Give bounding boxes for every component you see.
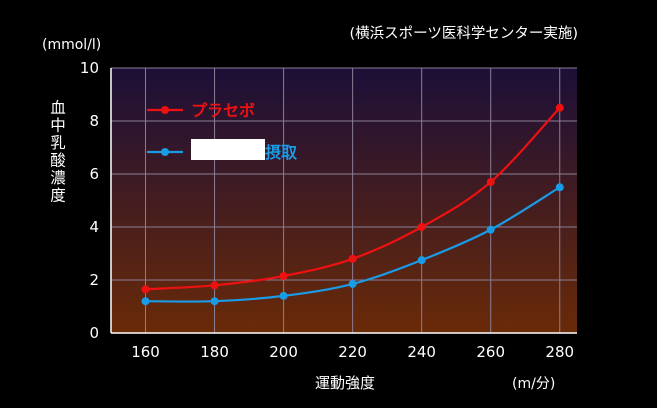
data-point [486,177,495,186]
data-point [279,291,288,300]
legend-marker [161,106,169,114]
legend-marker [161,148,169,156]
y-tick-label: 0 [89,324,99,342]
data-point [210,297,219,306]
data-point [486,225,495,234]
legend-label-placebo: プラセボ [191,101,255,120]
data-point [555,183,564,192]
series-layer [141,103,564,306]
x-tick-label: 200 [269,343,298,361]
x-tick-label: 220 [338,343,367,361]
x-axis-unit: (m/分) [512,376,555,392]
y-tick-label: 8 [89,112,99,130]
data-point [279,272,288,281]
x-tick-label: 180 [200,343,229,361]
data-point [210,281,219,290]
y-tick-label: 6 [89,165,99,183]
data-point [348,254,357,263]
axis-layer: 0 2 4 6 8 10 160 180 200 220 240 260 280 [80,59,577,361]
data-point [141,297,150,306]
data-point [555,103,564,112]
x-tick-label: 260 [476,343,505,361]
y-axis-unit: (mmol/l) [42,37,101,53]
y-tick-label: 10 [80,59,99,77]
x-tick-label: 160 [131,343,160,361]
data-point [348,279,357,288]
data-point [141,285,150,294]
x-tick-label: 280 [545,343,574,361]
source-note: (横浜スポーツ医科学センター実施) [349,25,578,42]
legend-label-intake: 摂取 [265,143,297,162]
x-tick-label: 240 [407,343,436,361]
redacted-box [191,139,265,160]
grid-layer [111,67,577,333]
y-axis-label: 血中乳酸濃度 [48,99,66,204]
y-tick-label: 2 [89,271,99,289]
plot-area [111,68,577,333]
data-point [417,256,426,265]
y-tick-label: 4 [89,218,99,236]
x-axis-label: 運動強度 [315,374,375,392]
data-point [417,223,426,231]
